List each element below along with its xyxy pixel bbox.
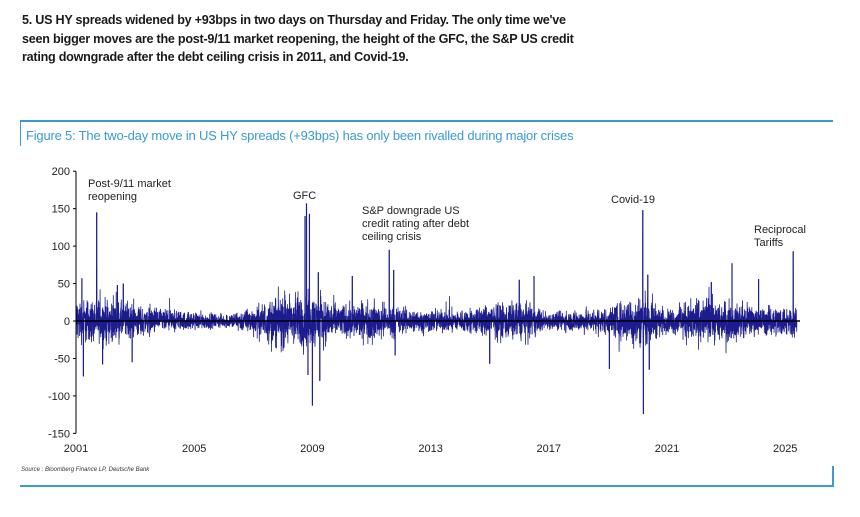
annotation-line: GFC	[293, 190, 316, 202]
source-note: Source : Bloomberg Finance LP, Deutsche …	[21, 467, 150, 473]
y-tick-label: 0	[64, 316, 70, 328]
y-tick-label: 200	[52, 166, 70, 178]
figure-left-border	[20, 120, 21, 146]
annotation-line: reopening	[88, 191, 137, 203]
y-tick-label: -150	[48, 428, 70, 440]
figure-right-border	[832, 466, 834, 487]
x-tick-label: 2013	[418, 443, 442, 455]
figure-caption: Figure 5: The two-day move in US HY spre…	[26, 128, 574, 143]
annotation-line: S&P downgrade US	[362, 205, 460, 217]
figure-bottom-border	[20, 485, 834, 487]
annotation-line: Post-9/11 market	[88, 178, 171, 190]
figure-top-border	[20, 120, 833, 122]
intro-paragraph: 5. US HY spreads widened by +93bps in tw…	[22, 13, 574, 64]
annotation-line: credit rating after debt	[362, 218, 469, 230]
annotation-line: ceiling crisis	[362, 231, 422, 243]
x-tick-label: 2017	[537, 443, 561, 455]
annotation-line: Reciprocal	[754, 224, 806, 236]
two-day-move-series	[75, 203, 798, 414]
y-tick-label: -50	[54, 353, 70, 365]
annotation-line: Tariffs	[754, 237, 784, 249]
y-tick-label: 100	[52, 241, 70, 253]
x-tick-label: 2009	[300, 443, 324, 455]
y-tick-label: -100	[48, 391, 70, 403]
y-tick-label: 50	[58, 279, 70, 291]
x-tick-label: 2005	[182, 443, 206, 455]
x-tick-label: 2025	[773, 443, 797, 455]
annotation-line: Covid-19	[611, 194, 655, 206]
annotation: Covid-19	[611, 194, 655, 206]
x-tick-label: 2021	[655, 443, 679, 455]
annotation: GFC	[293, 190, 316, 202]
y-tick-label: 150	[52, 204, 70, 216]
x-tick-label: 2001	[64, 443, 88, 455]
